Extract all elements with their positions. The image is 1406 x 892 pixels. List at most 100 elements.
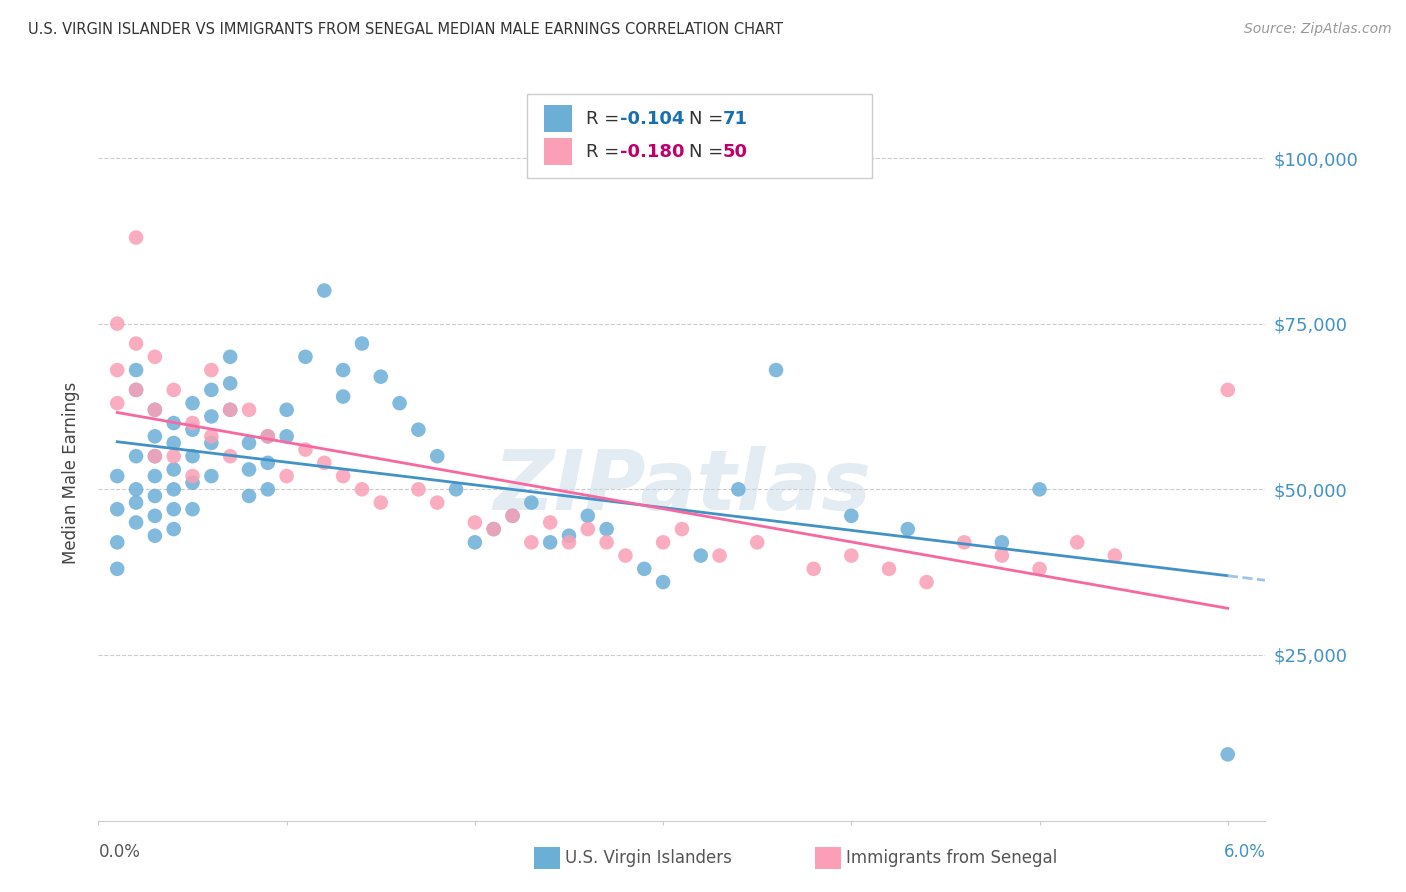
Point — [238, 462, 260, 476]
Point — [350, 483, 373, 497]
Point — [143, 449, 166, 463]
Point — [350, 336, 373, 351]
Point — [502, 508, 524, 523]
Point — [163, 502, 186, 516]
Point — [143, 529, 166, 543]
Point — [915, 575, 938, 590]
Point — [143, 429, 166, 443]
Point — [143, 469, 166, 483]
Point — [163, 383, 186, 397]
Point — [163, 416, 186, 430]
Point — [200, 409, 222, 424]
Point — [671, 522, 693, 536]
Point — [163, 483, 186, 497]
Point — [408, 423, 430, 437]
Point — [200, 429, 222, 443]
Point — [181, 502, 204, 516]
Point — [181, 449, 204, 463]
Point — [181, 469, 204, 483]
Point — [105, 535, 128, 549]
Point — [314, 456, 336, 470]
Point — [370, 495, 392, 509]
Point — [877, 562, 900, 576]
Point — [200, 363, 222, 377]
Point — [105, 317, 128, 331]
Point — [538, 516, 561, 530]
Point — [991, 549, 1014, 563]
Text: 6.0%: 6.0% — [1223, 843, 1265, 861]
Point — [765, 363, 787, 377]
Point — [125, 516, 148, 530]
Point — [143, 350, 166, 364]
Point — [238, 489, 260, 503]
Point — [256, 456, 278, 470]
Point — [125, 495, 148, 509]
Point — [143, 489, 166, 503]
Point — [181, 475, 204, 490]
Point — [558, 535, 581, 549]
Text: 0.0%: 0.0% — [98, 843, 141, 861]
Point — [709, 549, 731, 563]
Point — [200, 436, 222, 450]
Point — [314, 284, 336, 298]
Point — [256, 429, 278, 443]
Point — [181, 396, 204, 410]
Y-axis label: Median Male Earnings: Median Male Earnings — [62, 382, 80, 564]
Point — [181, 416, 204, 430]
Point — [520, 495, 543, 509]
Point — [614, 549, 637, 563]
Point — [125, 383, 148, 397]
Point — [1216, 747, 1239, 762]
Point — [520, 535, 543, 549]
Point — [426, 495, 449, 509]
Point — [276, 402, 298, 417]
Point — [125, 336, 148, 351]
Point — [238, 436, 260, 450]
Point — [689, 549, 711, 563]
Point — [839, 508, 862, 523]
Point — [143, 402, 166, 417]
Point — [256, 483, 278, 497]
Text: -0.180: -0.180 — [620, 143, 685, 161]
Point — [143, 402, 166, 417]
Point — [482, 522, 505, 536]
Point — [576, 508, 599, 523]
Point — [388, 396, 411, 410]
Point — [105, 363, 128, 377]
Point — [953, 535, 976, 549]
Point — [238, 402, 260, 417]
Point — [747, 535, 769, 549]
Point — [727, 483, 749, 497]
Point — [595, 522, 617, 536]
Text: Immigrants from Senegal: Immigrants from Senegal — [846, 849, 1057, 867]
Point — [332, 469, 354, 483]
Point — [1066, 535, 1088, 549]
Point — [219, 350, 242, 364]
Point — [105, 562, 128, 576]
Point — [1104, 549, 1126, 563]
Point — [219, 449, 242, 463]
Point — [652, 575, 675, 590]
Point — [105, 502, 128, 516]
Point — [181, 423, 204, 437]
Text: N =: N = — [689, 110, 728, 128]
Point — [332, 363, 354, 377]
Point — [803, 562, 825, 576]
Point — [294, 442, 316, 457]
Point — [1028, 483, 1050, 497]
Point — [163, 522, 186, 536]
Text: R =: R = — [586, 143, 626, 161]
Point — [426, 449, 449, 463]
Point — [200, 383, 222, 397]
Point — [200, 469, 222, 483]
Point — [125, 383, 148, 397]
Point — [219, 402, 242, 417]
Text: N =: N = — [689, 143, 728, 161]
Point — [502, 508, 524, 523]
Point — [143, 508, 166, 523]
Point — [482, 522, 505, 536]
Point — [276, 469, 298, 483]
Text: 71: 71 — [723, 110, 748, 128]
Point — [464, 535, 486, 549]
Point — [464, 516, 486, 530]
